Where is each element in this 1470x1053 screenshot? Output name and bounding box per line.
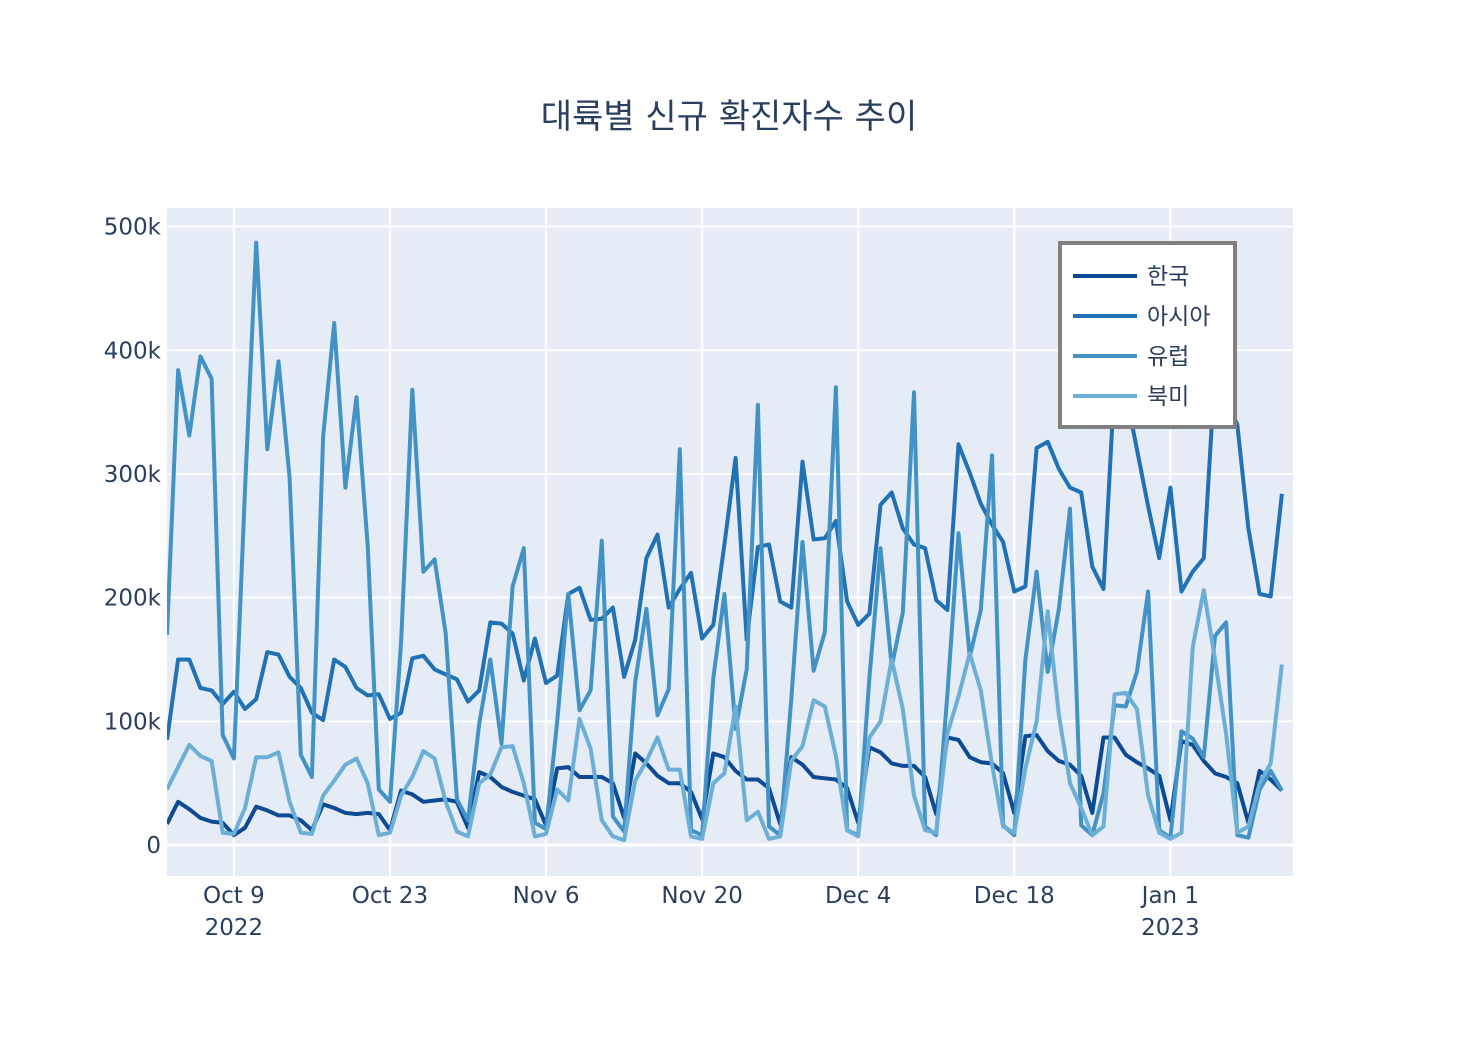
- y-tick-label: 300k: [104, 462, 162, 488]
- series-lines: [167, 240, 1284, 843]
- y-tick-label: 0: [146, 833, 161, 859]
- legend-label: 아시아: [1147, 304, 1210, 330]
- chart-title: 대륙별 신규 확진자수 추이: [541, 97, 918, 137]
- legend-label: 유럽: [1147, 344, 1189, 370]
- series-line-2: [167, 240, 1284, 840]
- x-tick-label: Nov 6: [513, 883, 580, 909]
- y-tick-label: 400k: [104, 338, 162, 364]
- x-axis-ticks: Oct 9 2022 Oct 23 Nov 6 Nov 20 Dec 4 Dec 18 Jan…: [203, 883, 1200, 941]
- x-tick-label: Nov 20: [661, 883, 742, 909]
- y-axis-ticks: 0 100k 200k 300k 400k 500k: [104, 215, 162, 860]
- x-tick-year-label: 2022: [205, 915, 264, 941]
- y-tick-label: 100k: [104, 709, 162, 735]
- grid: [167, 208, 1293, 876]
- x-tick-label: Oct 9: [203, 883, 265, 909]
- series-line-3: [167, 588, 1284, 843]
- legend-label: 북미: [1147, 384, 1189, 410]
- x-tick-label: Jan 1: [1140, 883, 1199, 909]
- series-line-1: [167, 369, 1284, 741]
- x-tick-label: Dec 4: [825, 883, 891, 909]
- series-line-0: [167, 733, 1284, 838]
- x-tick-label: Oct 23: [352, 883, 428, 909]
- x-tick-year-label: 2023: [1141, 915, 1200, 941]
- y-tick-label: 200k: [104, 586, 162, 612]
- x-tick-label: Dec 18: [974, 883, 1055, 909]
- y-tick-label: 500k: [104, 215, 162, 241]
- legend-label: 한국: [1147, 264, 1189, 290]
